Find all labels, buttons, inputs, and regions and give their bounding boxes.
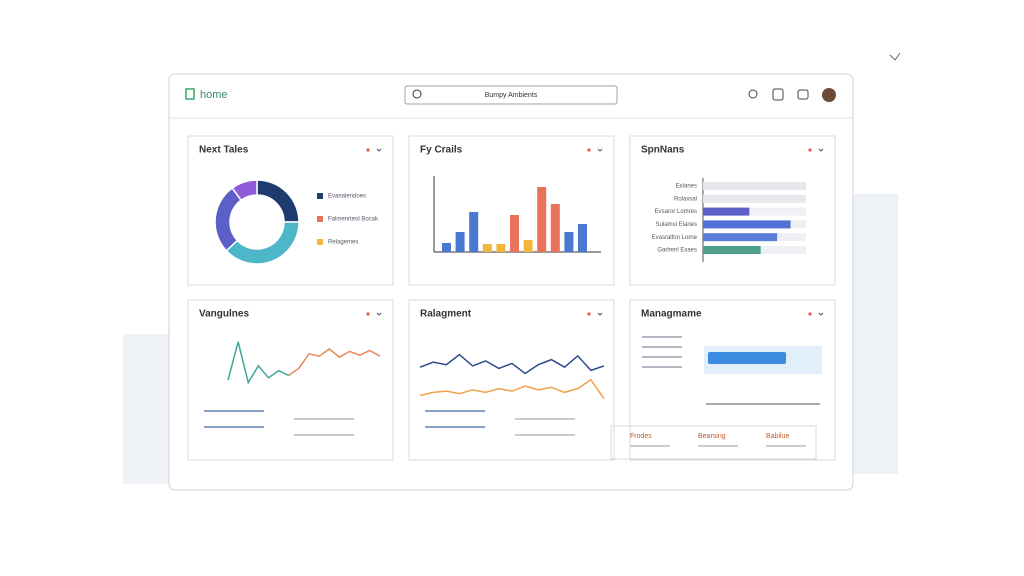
placeholder xyxy=(642,356,682,358)
line xyxy=(288,348,381,377)
card xyxy=(629,299,836,461)
avatar[interactable] xyxy=(822,88,836,102)
bar xyxy=(564,232,574,252)
logo[interactable]: home xyxy=(200,89,228,101)
placeholder xyxy=(204,426,264,428)
placeholder xyxy=(766,445,806,447)
bar xyxy=(703,194,806,203)
row-label: Evsaror Lomres xyxy=(655,209,697,215)
row-label: Sulamsl Elanes xyxy=(656,222,697,228)
status-dot xyxy=(808,312,812,316)
card-title: Vangulnes xyxy=(199,309,249,320)
bar xyxy=(496,244,506,252)
icon[interactable] xyxy=(797,89,809,100)
bar xyxy=(703,207,750,216)
icon[interactable] xyxy=(748,89,758,99)
row-label: Exlanes xyxy=(676,184,697,190)
search-icon xyxy=(412,89,422,99)
bar xyxy=(703,220,791,229)
logo-icon xyxy=(185,88,195,100)
menu-chevron xyxy=(818,148,824,152)
placeholder xyxy=(515,418,575,420)
card-title: Fy Crails xyxy=(420,145,463,156)
menu-chevron xyxy=(818,312,824,316)
panel-bar xyxy=(708,352,786,364)
search-text: Bumpy Ambients xyxy=(485,92,538,99)
placeholder xyxy=(642,366,682,368)
footer-item: Frodes xyxy=(630,433,652,440)
placeholder xyxy=(294,418,354,420)
status-dot xyxy=(366,148,370,152)
card xyxy=(408,135,615,286)
card-title: SpnNans xyxy=(641,145,685,156)
bar xyxy=(510,215,519,252)
bar xyxy=(442,243,451,252)
legend-swatch xyxy=(317,193,323,199)
bar xyxy=(703,246,761,254)
check xyxy=(889,52,901,61)
menu-chevron xyxy=(376,148,382,152)
card-title: Managmame xyxy=(641,309,702,320)
placeholder xyxy=(515,434,575,436)
menu-chevron xyxy=(376,312,382,316)
footer-item: Bearsing xyxy=(698,433,726,440)
line xyxy=(419,378,605,400)
icon[interactable] xyxy=(772,88,784,101)
line xyxy=(419,353,605,375)
legend-label: Evanalendoes xyxy=(328,194,366,200)
placeholder xyxy=(630,445,670,447)
status-dot xyxy=(808,148,812,152)
placeholder xyxy=(425,410,485,412)
bar xyxy=(523,240,533,252)
menu-chevron xyxy=(597,312,603,316)
donut-slice xyxy=(231,179,258,202)
footer xyxy=(610,425,817,460)
track xyxy=(703,207,806,216)
legend-swatch xyxy=(317,216,323,222)
card xyxy=(187,299,394,461)
bar xyxy=(482,244,492,252)
legend-label: Relagemes xyxy=(328,240,358,246)
bar xyxy=(703,182,806,190)
row-label: Rolaxsal xyxy=(674,196,697,202)
search-box[interactable] xyxy=(404,85,618,105)
row-label: Evasralfon Lorne xyxy=(652,235,698,241)
legend-swatch xyxy=(317,239,323,245)
menu-chevron xyxy=(597,148,603,152)
placeholder xyxy=(642,346,682,348)
placeholder xyxy=(698,445,738,447)
placeholder xyxy=(642,336,682,338)
bar xyxy=(550,204,560,252)
status-dot xyxy=(366,312,370,316)
placeholder xyxy=(204,410,264,412)
status-dot xyxy=(587,148,591,152)
card-title: Ralagment xyxy=(420,309,472,320)
row-label: Garlrenl Exaes xyxy=(657,248,697,254)
placeholder xyxy=(425,426,485,428)
card-title: Next Tales xyxy=(199,145,249,156)
footer-item: Babilue xyxy=(766,433,789,440)
placeholder xyxy=(294,434,354,436)
bar xyxy=(537,187,547,252)
bar xyxy=(703,233,778,242)
bar xyxy=(469,212,479,252)
legend-label: Falmenrteol Bocak xyxy=(328,217,379,223)
line xyxy=(227,341,290,385)
status-dot xyxy=(587,312,591,316)
bar xyxy=(455,232,465,252)
bar xyxy=(578,224,587,252)
card xyxy=(408,299,615,461)
